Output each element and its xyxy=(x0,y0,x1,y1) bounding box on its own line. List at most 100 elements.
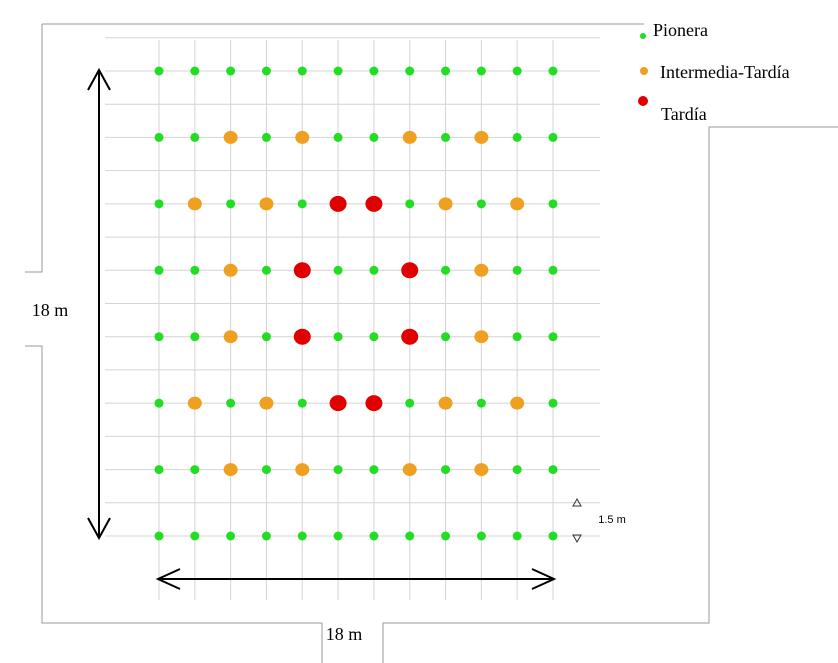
legend-label-tardia: Tardía xyxy=(661,104,707,124)
plant-intermedia-tardia xyxy=(259,197,274,211)
plant-intermedia-tardia xyxy=(474,463,489,477)
height-arrow xyxy=(87,67,111,541)
plant-pionera xyxy=(154,332,164,342)
plant-pionera xyxy=(441,66,451,76)
plant-tardia xyxy=(329,195,347,212)
plant-pionera xyxy=(297,531,307,541)
plant-pionera xyxy=(512,265,522,275)
plant-intermedia-tardia xyxy=(223,463,238,477)
plant-pionera xyxy=(441,465,451,475)
plant-pionera xyxy=(441,132,451,142)
legend-marker-tardia xyxy=(638,96,648,106)
plant-intermedia-tardia xyxy=(438,396,453,410)
plant-tardia xyxy=(293,328,311,345)
spacing-marker xyxy=(572,497,582,544)
plant-intermedia-tardia xyxy=(402,463,417,477)
plant-intermedia-tardia xyxy=(223,330,238,344)
plant-pionera xyxy=(190,332,200,342)
plant-intermedia-tardia xyxy=(187,396,202,410)
plant-pionera xyxy=(261,265,271,275)
plant-pionera xyxy=(548,531,558,541)
plant-pionera xyxy=(548,132,558,142)
legend-label-pionera: Pionera xyxy=(653,20,708,40)
plant-intermedia-tardia xyxy=(438,197,453,211)
plant-pionera xyxy=(333,132,343,142)
plant-intermedia-tardia xyxy=(474,130,489,144)
plant-pionera xyxy=(512,66,522,76)
plant-pionera xyxy=(154,66,164,76)
plant-tardia xyxy=(365,395,383,412)
plant-pionera xyxy=(369,531,379,541)
plant-pionera xyxy=(333,465,343,475)
plant-pionera xyxy=(261,332,271,342)
plant-pionera xyxy=(548,465,558,475)
plant-pionera xyxy=(154,531,164,541)
plant-intermedia-tardia xyxy=(187,197,202,211)
plant-pionera xyxy=(333,265,343,275)
plant-pionera xyxy=(261,531,271,541)
plant-pionera xyxy=(226,66,236,76)
plant-pionera xyxy=(512,332,522,342)
plant-pionera xyxy=(512,465,522,475)
width-arrow xyxy=(155,568,557,590)
frame-outline xyxy=(25,24,838,663)
plant-pionera xyxy=(190,265,200,275)
plant-points xyxy=(154,66,558,541)
plant-tardia xyxy=(401,328,419,345)
plant-pionera xyxy=(190,66,200,76)
plant-pionera xyxy=(476,398,486,408)
plant-intermedia-tardia xyxy=(259,396,274,410)
plant-pionera xyxy=(154,265,164,275)
plant-pionera xyxy=(226,398,236,408)
legend: Pionera Intermedia-Tardía Tardía xyxy=(638,20,790,124)
plant-pionera xyxy=(441,265,451,275)
plant-intermedia-tardia xyxy=(402,130,417,144)
plant-pionera xyxy=(297,199,307,209)
plant-pionera xyxy=(297,66,307,76)
plant-tardia xyxy=(293,262,311,279)
plant-tardia xyxy=(365,195,383,212)
plant-tardia xyxy=(329,395,347,412)
plant-intermedia-tardia xyxy=(510,197,525,211)
plant-intermedia-tardia xyxy=(474,330,489,344)
legend-marker-pionera xyxy=(640,33,646,39)
spacing-down-triangle-icon xyxy=(572,534,582,544)
plant-pionera xyxy=(548,332,558,342)
plant-pionera xyxy=(261,66,271,76)
plant-pionera xyxy=(297,398,307,408)
plant-pionera xyxy=(190,465,200,475)
plant-pionera xyxy=(226,199,236,209)
plant-pionera xyxy=(369,265,379,275)
plant-pionera xyxy=(190,132,200,142)
plant-tardia xyxy=(401,262,419,279)
plant-pionera xyxy=(405,66,415,76)
plant-pionera xyxy=(190,531,200,541)
plant-intermedia-tardia xyxy=(223,263,238,277)
plant-pionera xyxy=(441,332,451,342)
plant-intermedia-tardia xyxy=(295,463,310,477)
plant-pionera xyxy=(226,531,236,541)
plant-pionera xyxy=(476,66,486,76)
plant-pionera xyxy=(333,332,343,342)
plant-pionera xyxy=(512,132,522,142)
plant-pionera xyxy=(548,199,558,209)
plant-pionera xyxy=(154,132,164,142)
plant-intermedia-tardia xyxy=(295,130,310,144)
plant-pionera xyxy=(369,66,379,76)
plant-pionera xyxy=(369,132,379,142)
legend-marker-intermedia-tardia xyxy=(640,67,648,75)
width-label: 18 m xyxy=(326,624,363,644)
plant-pionera xyxy=(369,332,379,342)
plant-pionera xyxy=(333,531,343,541)
plant-pionera xyxy=(405,398,415,408)
plant-intermedia-tardia xyxy=(474,263,489,277)
plant-pionera xyxy=(441,531,451,541)
plant-pionera xyxy=(261,132,271,142)
plant-pionera xyxy=(369,465,379,475)
plant-pionera xyxy=(548,66,558,76)
plant-intermedia-tardia xyxy=(223,130,238,144)
legend-label-intermedia-tardia: Intermedia-Tardía xyxy=(660,62,790,82)
plant-pionera xyxy=(512,531,522,541)
spacing-label: 1.5 m xyxy=(598,514,626,526)
